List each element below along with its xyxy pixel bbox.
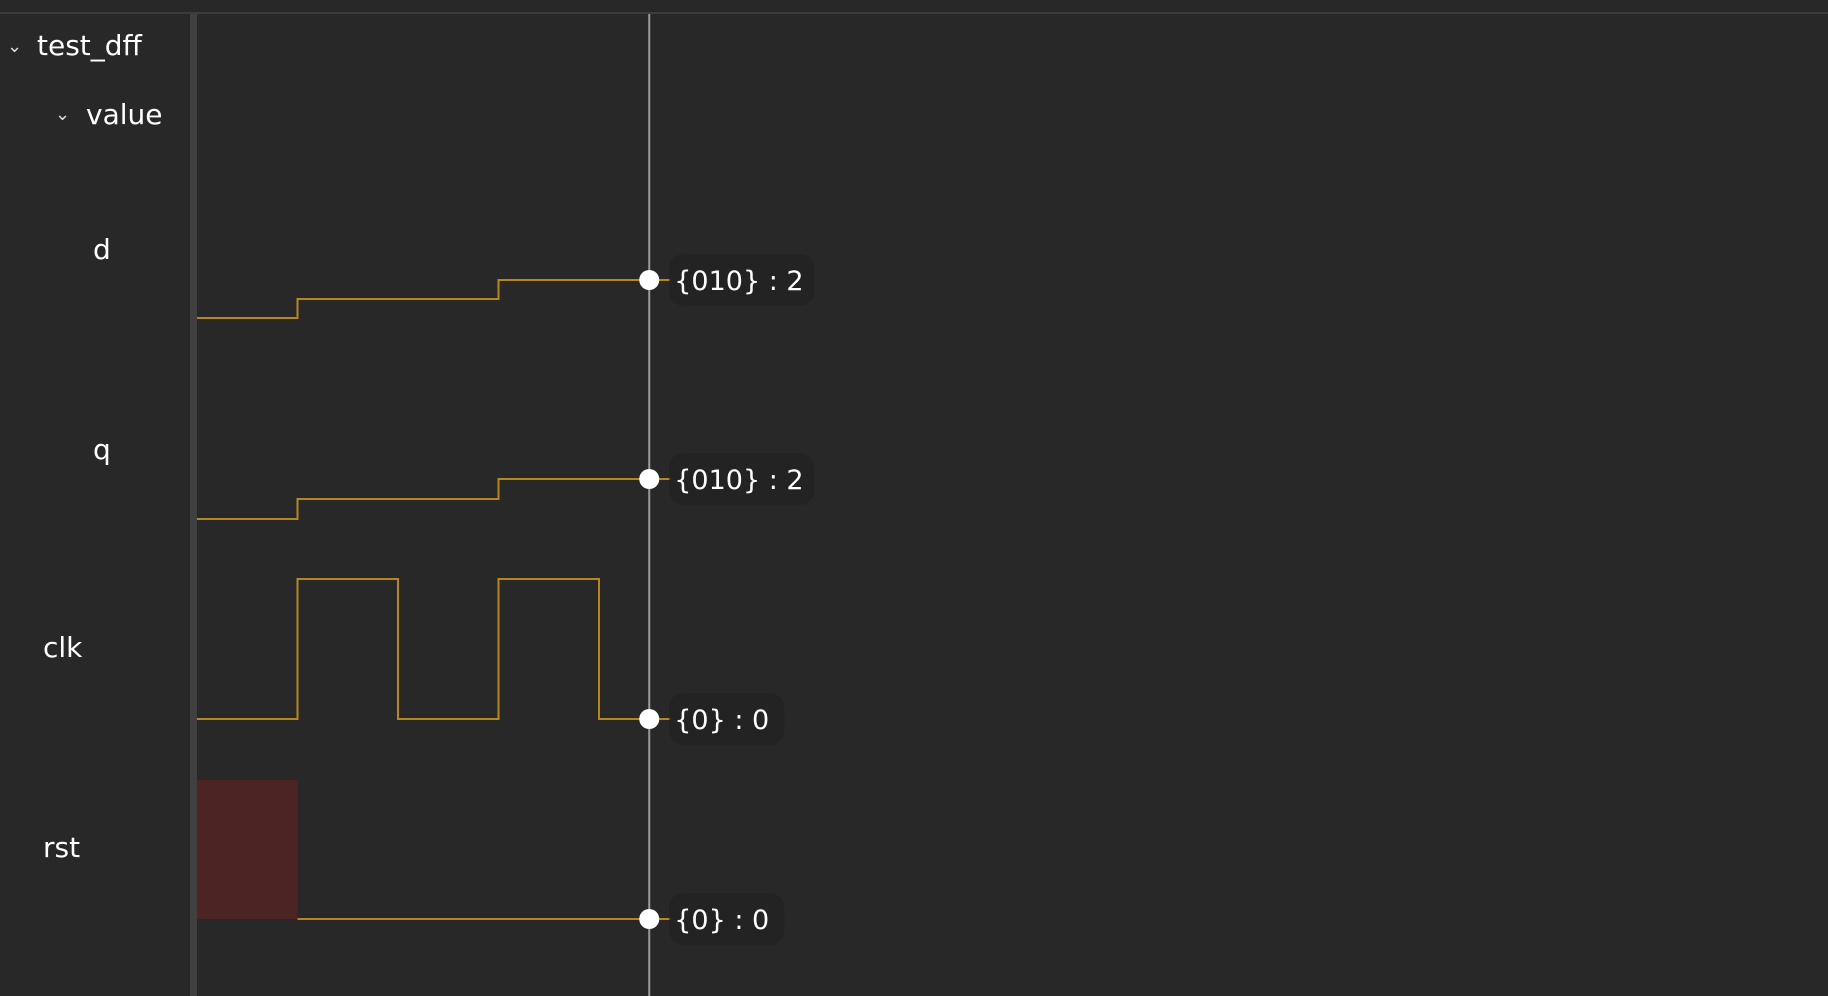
signal-trace-q [197,478,650,520]
chevron-down-icon[interactable]: ⌄ [7,36,23,57]
tree-item-value[interactable]: value [86,98,163,131]
cursor-value-clk: {0} : 0 [674,705,769,736]
cursor-value-box [669,893,785,945]
cursor-value-d: {010} : 2 [674,266,803,297]
signal-tree [0,14,190,996]
cursor-value-rst: {0} : 0 [674,905,769,936]
signal-name-q[interactable]: q [93,433,111,466]
panel-divider[interactable] [190,14,197,996]
signal-name-d[interactable]: d [93,233,111,266]
tree-item-test-dff[interactable]: test_dff [37,29,142,62]
waveform-canvas[interactable]: {010} : 2 {010} : 2 {0} : 0 {0} : 0 [197,14,1828,996]
cursor-marker [639,270,660,290]
signal-name-rst[interactable]: rst [43,831,81,864]
cursor-value-q: {010} : 2 [674,465,803,496]
cursor-value-box [669,693,785,745]
cursor-marker [639,469,660,489]
top-toolbar [0,0,1828,14]
signal-high-region [197,780,298,919]
cursor-marker [639,709,660,729]
signal-trace-d [197,279,650,319]
chevron-down-icon[interactable]: ⌄ [55,104,71,125]
cursor-value-box [669,254,815,306]
cursor-marker [639,909,660,929]
signal-name-clk[interactable]: clk [43,631,83,664]
cursor-value-box [669,453,815,505]
signal-trace-clk [197,578,650,720]
